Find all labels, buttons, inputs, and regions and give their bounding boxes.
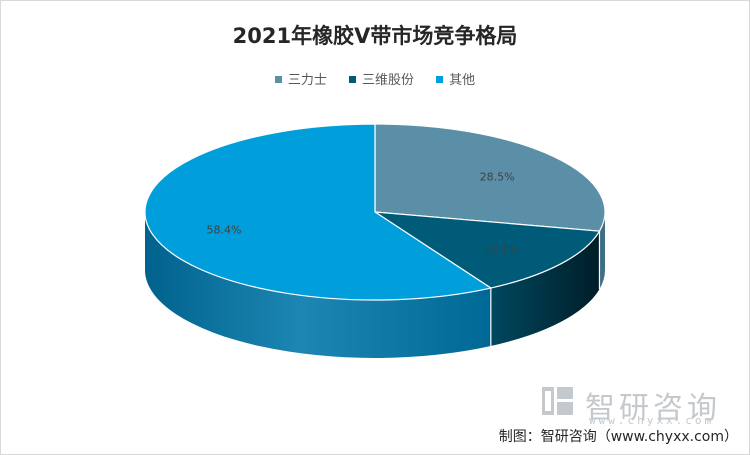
- data-label: 13.1%: [484, 243, 519, 256]
- pie-side-2: [145, 212, 491, 358]
- legend-swatch: [348, 76, 356, 83]
- legend-label: 其他: [449, 73, 476, 88]
- watermark-logo-icon: [540, 385, 580, 421]
- watermark-url: www.chyxx.com: [589, 414, 715, 427]
- watermark-brand: 智研咨询: [585, 391, 721, 426]
- legend-item: 三力士: [274, 69, 327, 88]
- chart-legend: 三力士 三维股份 其他: [0, 69, 750, 88]
- legend-swatch: [436, 76, 444, 83]
- data-label: 58.4%: [207, 224, 242, 237]
- pie-side-1: [490, 231, 600, 347]
- legend-swatch: [274, 76, 282, 83]
- legend-item: 其他: [436, 69, 475, 88]
- legend-item: 三维股份: [348, 69, 414, 88]
- legend-label: 三维股份: [361, 73, 414, 88]
- pie-side-0: [599, 212, 605, 290]
- pie-slice-0: [374, 123, 606, 232]
- pie-slice-2: [144, 123, 493, 301]
- source-note: 制图：智研咨询（www.chyxx.com）: [498, 429, 738, 445]
- pie-slice-1: [374, 211, 601, 289]
- data-label: 28.5%: [480, 171, 515, 184]
- legend-label: 三力士: [287, 73, 327, 88]
- chart-title: 2021年橡胶V带市场竞争格局: [232, 24, 518, 48]
